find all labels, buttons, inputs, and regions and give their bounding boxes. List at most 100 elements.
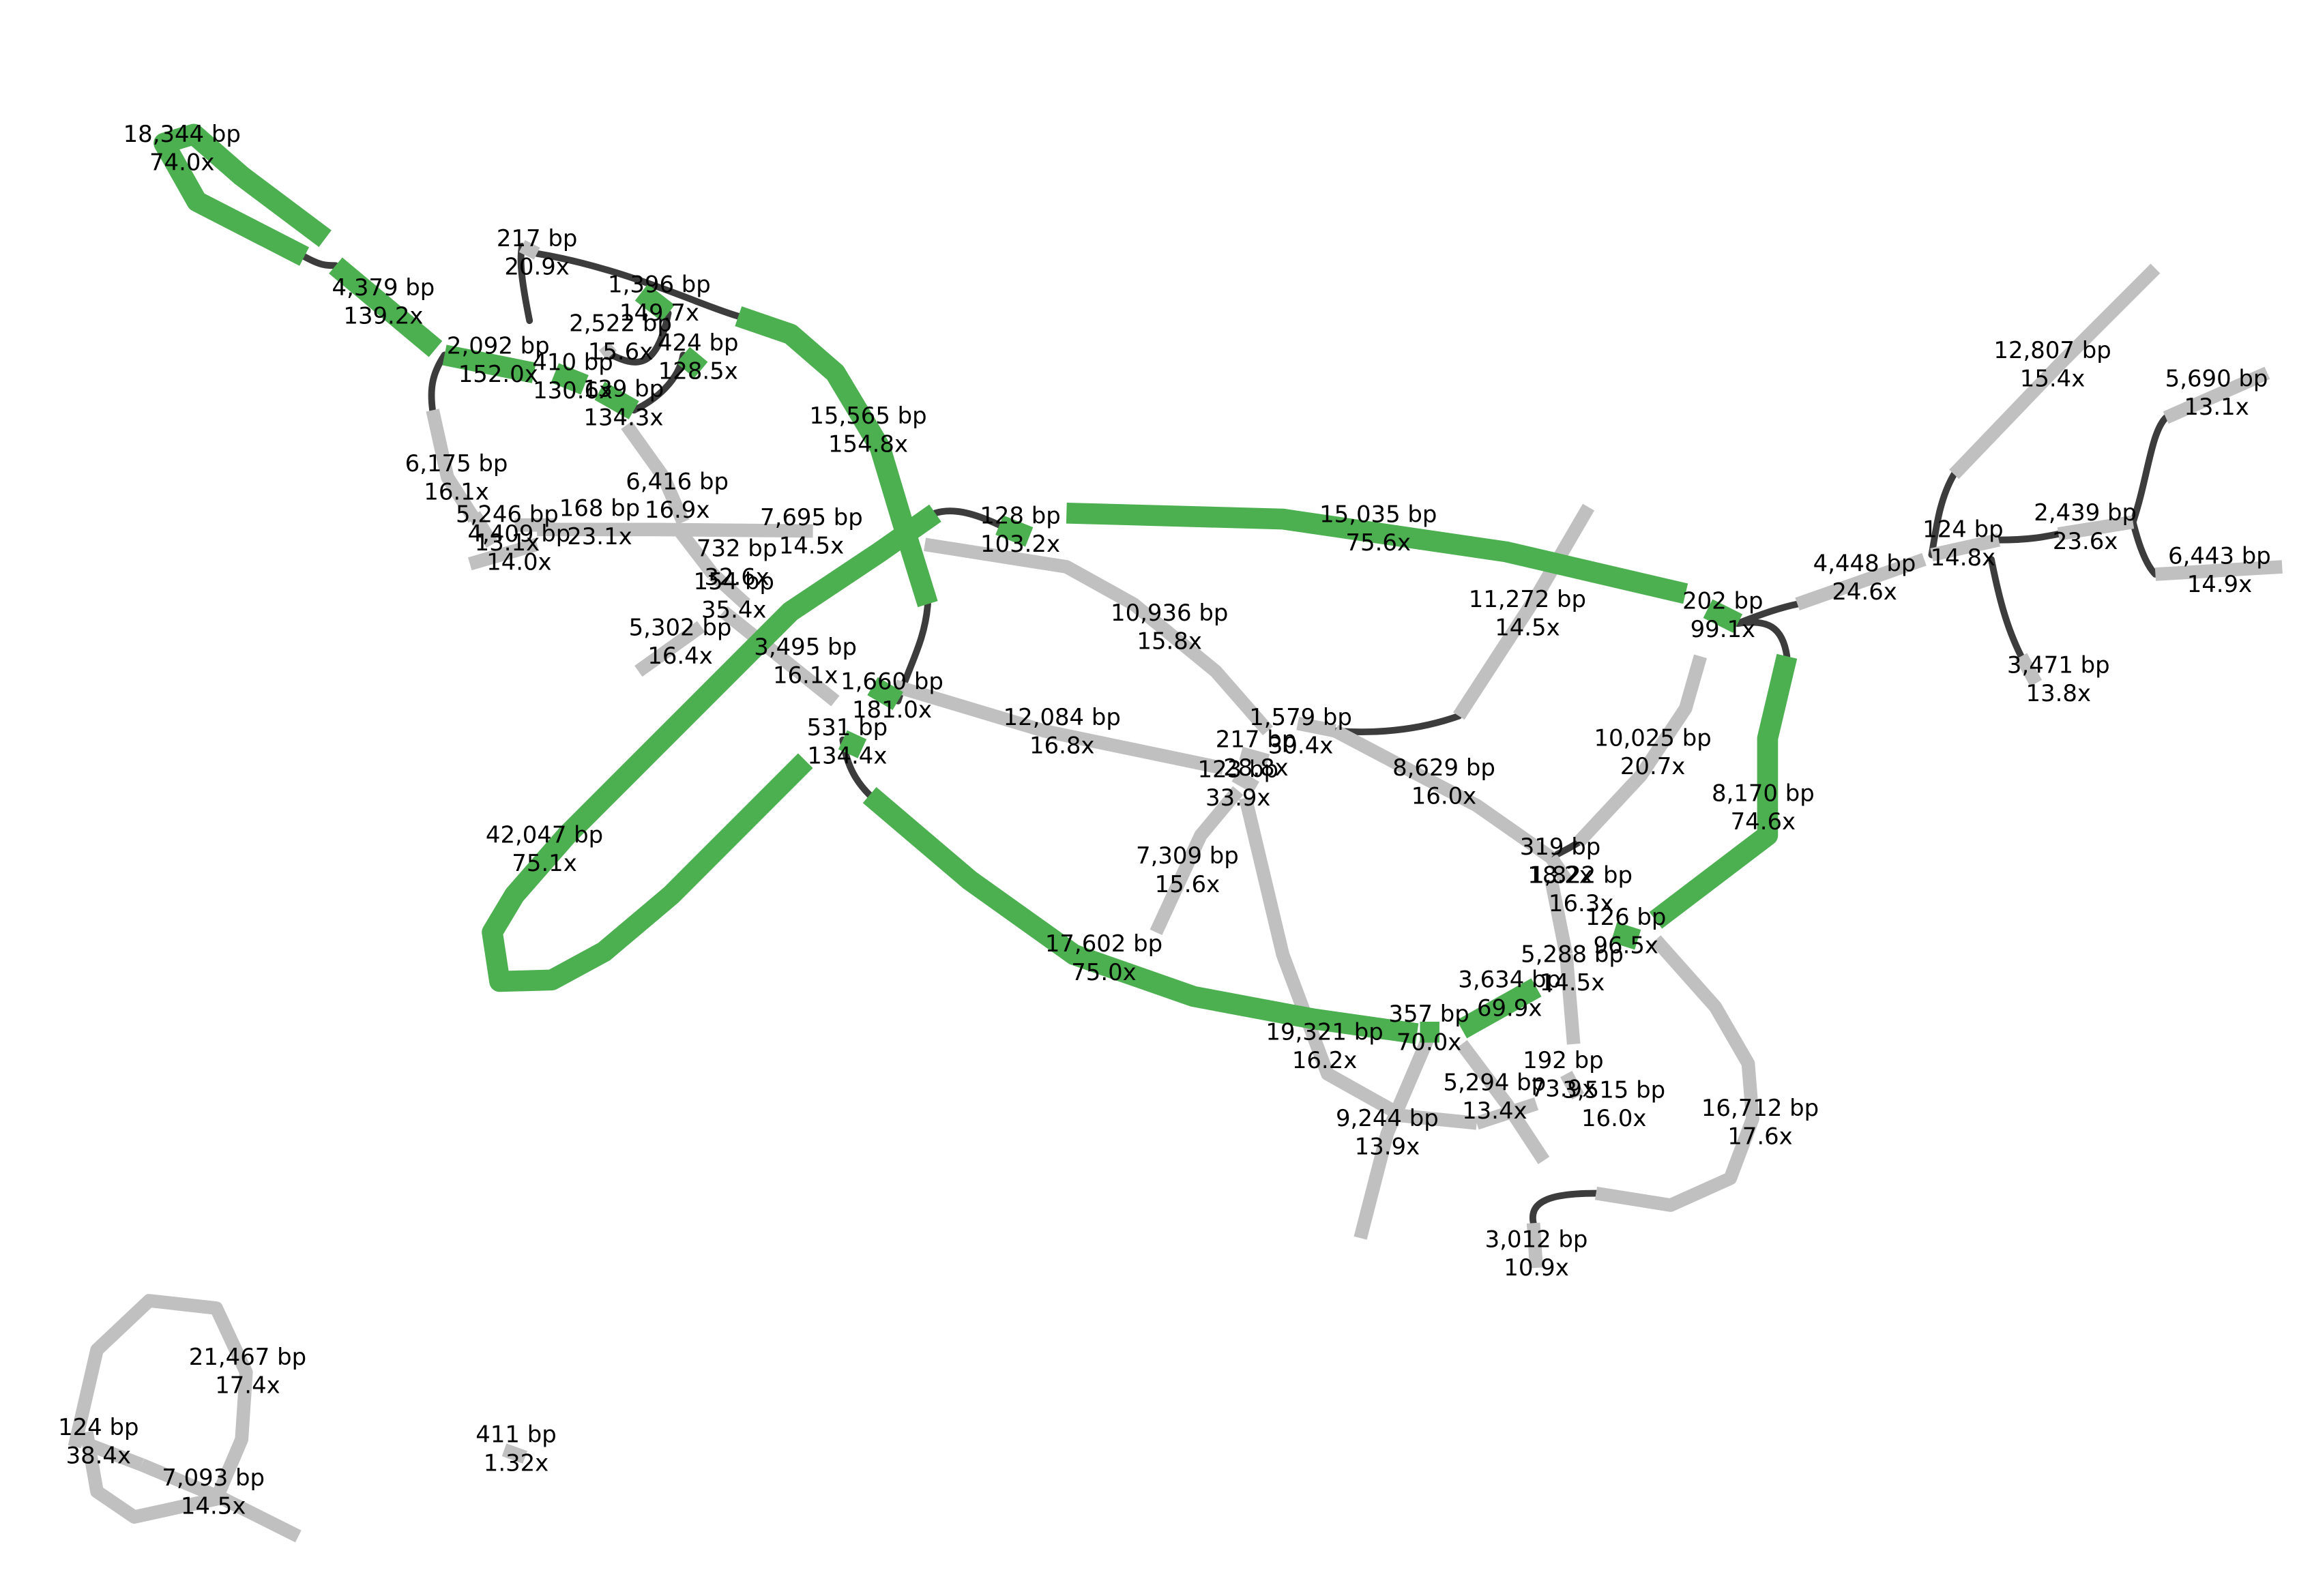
segment-label: 9,244 bp 13.9x — [1336, 1105, 1439, 1160]
graph-segment[interactable] — [1545, 854, 1572, 884]
graph-segment[interactable] — [468, 511, 498, 548]
graph-segment[interactable] — [673, 525, 718, 578]
graph-segment[interactable] — [1594, 935, 1759, 1212]
graph-segment[interactable] — [1573, 654, 1708, 848]
segment-length: 1,579 bp — [1249, 704, 1352, 730]
segment-label: 7,695 bp 14.5x — [760, 504, 863, 559]
graph-segment-highlighted[interactable] — [1457, 978, 1542, 1039]
segment-label: 42,047 bp 75.1x — [486, 822, 603, 877]
graph-segment[interactable] — [426, 409, 480, 523]
segment-label: 124 bp 38.4x — [58, 1414, 138, 1469]
graph-segment[interactable] — [1332, 724, 1555, 863]
segment-label: 12,084 bp 16.8x — [1004, 704, 1121, 759]
segment-depth: 20.7x — [1620, 753, 1685, 780]
graph-segment[interactable] — [2154, 560, 2283, 581]
graph-segment[interactable] — [621, 421, 690, 525]
graph-segment[interactable] — [2163, 366, 2270, 424]
graph-segment-highlighted[interactable] — [442, 344, 536, 383]
graph-segment[interactable] — [537, 522, 813, 538]
segment-label: 1,579 bp 30.4x — [1249, 704, 1352, 759]
segment-depth: 96.5x — [1593, 932, 1658, 958]
graph-segment[interactable] — [1239, 746, 1270, 767]
graph-labels: 18,344 bp 74.0x4,379 bp 139.2x2,092 bp 152.… — [58, 121, 2271, 1520]
graph-segment[interactable] — [1353, 1026, 1439, 1240]
graph-segment[interactable] — [719, 606, 840, 707]
segment-depth: 16.8x — [1029, 732, 1094, 758]
graph-segment[interactable] — [501, 1443, 527, 1464]
graph-link — [931, 507, 1003, 529]
graph-link — [2129, 414, 2169, 526]
segment-depth: 149.7x — [619, 299, 699, 326]
graph-segment[interactable] — [634, 621, 705, 677]
segment-depth: 99.1x — [1691, 616, 1755, 642]
graph-segment[interactable] — [1296, 717, 1336, 738]
segment-length: 42,047 bp — [486, 822, 603, 848]
segment-label: 154 bp 35.4x — [694, 568, 774, 623]
graph-segment[interactable] — [68, 1294, 253, 1524]
segment-depth: 130.6x — [533, 377, 613, 404]
graph-segment[interactable] — [1930, 533, 2000, 562]
graph-segment[interactable] — [1949, 263, 2161, 479]
graph-segment-highlighted[interactable] — [1611, 922, 1641, 950]
graph-segment[interactable] — [598, 342, 617, 359]
graph-segment[interactable] — [1231, 769, 1259, 794]
segment-length: 10,936 bp — [1111, 600, 1228, 626]
graph-segment-highlighted[interactable] — [329, 257, 443, 357]
graph-segment[interactable] — [1545, 878, 1573, 956]
segment-length: 319 bp — [1520, 833, 1600, 860]
segment-depth: 74.6x — [1731, 808, 1796, 835]
segment-length: 126 bp — [1585, 904, 1666, 930]
graph-segment-highlighted[interactable] — [594, 381, 639, 419]
graph-segment[interactable] — [1239, 796, 1478, 1130]
graph-segment[interactable] — [924, 537, 1273, 736]
graph-segment[interactable] — [2015, 653, 2043, 687]
segment-depth: 10.9x — [1504, 1254, 1568, 1281]
segment-label: 11,272 bp 14.5x — [1469, 586, 1586, 641]
graph-segment-highlighted[interactable] — [482, 504, 941, 992]
segment-depth: 16.2x — [1292, 1047, 1357, 1074]
graph-segment[interactable] — [1453, 503, 1595, 720]
graph-segment[interactable] — [1559, 954, 1581, 1045]
segment-depth: 24.6x — [1832, 578, 1897, 605]
graph-segment[interactable] — [2057, 515, 2135, 541]
segment-length: 1,660 bp — [840, 668, 943, 694]
segment-length: 7,309 bp — [1136, 842, 1239, 869]
graph-segment[interactable] — [1526, 1222, 1543, 1269]
graph-segment[interactable] — [1150, 786, 1244, 935]
graph-segment-highlighted[interactable] — [634, 284, 675, 322]
graph-segment-highlighted[interactable] — [1649, 653, 1798, 929]
graph-segment-highlighted[interactable] — [838, 730, 867, 758]
segment-depth: 103.2x — [980, 531, 1060, 557]
graph-segment[interactable] — [1795, 552, 1927, 610]
graph-segment[interactable] — [138, 1458, 302, 1543]
graph-segment[interactable] — [708, 569, 750, 609]
segment-length: 18,344 bp — [123, 121, 241, 147]
segment-length: 139 bp — [583, 376, 664, 402]
segment-label: 319 bp 18.2x — [1520, 833, 1600, 889]
graph-segment[interactable] — [893, 679, 1225, 775]
graph-segment[interactable] — [1560, 1070, 1584, 1100]
graph-segment[interactable] — [468, 537, 539, 571]
segment-length: 124 bp — [1922, 516, 2003, 542]
graph-segment-highlighted[interactable] — [1703, 599, 1743, 633]
graph-segment-highlighted[interactable] — [995, 515, 1034, 547]
graph-segment-highlighted[interactable] — [1066, 502, 1688, 604]
graph-segment-highlighted[interactable] — [153, 123, 332, 266]
graph-segment[interactable] — [518, 240, 540, 260]
segment-depth: 181.0x — [852, 696, 932, 723]
graph-segment[interactable] — [1456, 1039, 1550, 1164]
graph-segment-highlighted[interactable] — [862, 786, 1419, 1044]
graph-segment-highlighted[interactable] — [867, 677, 904, 711]
segment-length: 124 bp — [58, 1414, 138, 1440]
segment-depth: 35.4x — [701, 596, 766, 623]
graph-segment[interactable] — [84, 1437, 145, 1471]
graph-link — [301, 253, 339, 269]
segment-length: 217 bp — [1216, 726, 1296, 753]
segment-label: 10,936 bp 15.8x — [1111, 600, 1228, 655]
graph-segment-highlighted[interactable] — [551, 363, 589, 395]
segment-label: 15,565 bp 154.8x — [809, 402, 926, 458]
segment-depth: 134.4x — [807, 743, 887, 769]
segment-label: 357 bp 70.0x — [1388, 1001, 1469, 1056]
graph-segment-highlighted[interactable] — [676, 346, 708, 379]
segment-label: 217 bp 20.9x — [497, 225, 577, 280]
